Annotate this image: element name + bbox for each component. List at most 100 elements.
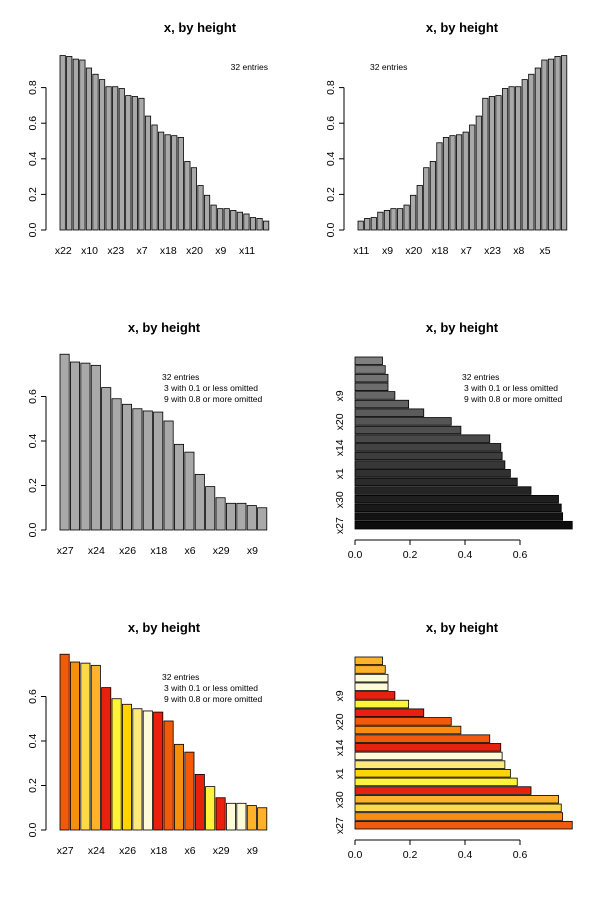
bar (153, 411, 164, 531)
bar (495, 95, 502, 231)
bar (223, 208, 230, 231)
bar (70, 661, 81, 831)
bar (125, 95, 132, 231)
x-tick-label: x8 (513, 245, 524, 257)
bar (101, 687, 112, 831)
y-tick-label: 0.4 (325, 151, 337, 166)
y-tick-label: x30 (334, 791, 346, 808)
bar (364, 218, 371, 231)
bar (377, 211, 384, 231)
bar (184, 161, 191, 231)
x-tick-label: x10 (81, 245, 98, 257)
x-tick-label: x20 (186, 245, 203, 257)
chart-panel-6: x, by height 0.0 0.2 0.4 0.6 x27 x30 x1 x14 x20 x9 (334, 620, 573, 861)
y-tick-label: 0.2 (27, 778, 39, 793)
y-tick-label: x20 (334, 413, 346, 430)
bar (256, 218, 263, 231)
bar (354, 673, 389, 683)
bar (354, 656, 383, 666)
bar (66, 56, 73, 231)
bar (132, 408, 143, 531)
x-tick-label: x29 (213, 545, 230, 557)
bar (59, 55, 66, 231)
bar (354, 803, 562, 813)
y-tick-label: 0.6 (27, 389, 39, 404)
bar (79, 59, 86, 231)
bar (528, 73, 535, 231)
bar (158, 131, 165, 231)
bar (410, 194, 417, 231)
bar (215, 797, 226, 831)
bar (561, 55, 568, 231)
bar (257, 807, 268, 831)
bar (144, 115, 152, 231)
x-tick-label: x24 (88, 845, 105, 857)
bar (354, 425, 462, 435)
x-tick-label: x20 (405, 245, 422, 257)
chart-annotation: 32 entries (162, 372, 199, 382)
y-tick-label: 0.2 (27, 478, 39, 493)
y-tick-label: 0.8 (27, 80, 39, 95)
chart-title: x, by height (426, 620, 499, 635)
bar (354, 469, 511, 478)
bar (354, 434, 491, 443)
bar (354, 477, 518, 487)
bar (90, 664, 101, 831)
x-tick-label: x11 (239, 245, 255, 257)
bar (142, 410, 153, 531)
bar (184, 751, 195, 831)
y-tick-label: 0.4 (27, 151, 39, 166)
bar (354, 373, 389, 383)
y-tick-label: 0.0 (27, 523, 39, 538)
bar (354, 725, 462, 735)
bar (354, 382, 389, 392)
bar (469, 124, 476, 231)
bar (173, 743, 184, 831)
bar (354, 460, 506, 469)
y-tick-label: x27 (334, 517, 346, 534)
bar (416, 185, 423, 231)
bar (236, 211, 243, 231)
bar (122, 703, 133, 831)
bar (357, 220, 364, 231)
y-tick-label: x14 (334, 439, 346, 456)
bar (257, 507, 268, 531)
bar (163, 720, 174, 831)
bar (354, 443, 502, 452)
bar (142, 710, 153, 831)
bar (59, 653, 70, 831)
bar (354, 391, 396, 400)
x-tick-label: x18 (150, 845, 167, 857)
bar (354, 451, 503, 461)
chart-panel-1: x, by height 32 entries 0.0 0.2 0.4 0.6 0.8 x22… (27, 20, 270, 257)
bar (205, 486, 216, 531)
bar (197, 185, 204, 231)
bar (246, 505, 257, 531)
bar (230, 210, 237, 231)
bar (105, 86, 112, 231)
y-tick-label: x14 (334, 739, 346, 756)
x-tick-label: x6 (184, 545, 195, 557)
bar (217, 208, 224, 231)
bar (354, 494, 559, 504)
bar (194, 473, 205, 531)
x-tick-label: 0.0 (348, 849, 363, 861)
bar (554, 56, 561, 231)
bar (442, 137, 450, 231)
bar (138, 97, 145, 231)
bar (210, 204, 217, 231)
bar (249, 217, 257, 231)
chart-annotation: 3 with 0.1 or less omitted (164, 683, 258, 693)
chart-annotation: 9 with 0.8 or more omitted (464, 394, 563, 404)
bar (390, 208, 397, 231)
bar (354, 365, 386, 374)
bar (118, 88, 125, 231)
bar (508, 86, 515, 231)
x-tick-label: x24 (88, 545, 105, 557)
y-tick-label: x9 (334, 390, 346, 401)
x-tick-label: 0.4 (458, 549, 473, 561)
bar (80, 662, 91, 831)
y-tick-label: 0.6 (27, 116, 39, 131)
y-tick-label: x20 (334, 713, 346, 730)
